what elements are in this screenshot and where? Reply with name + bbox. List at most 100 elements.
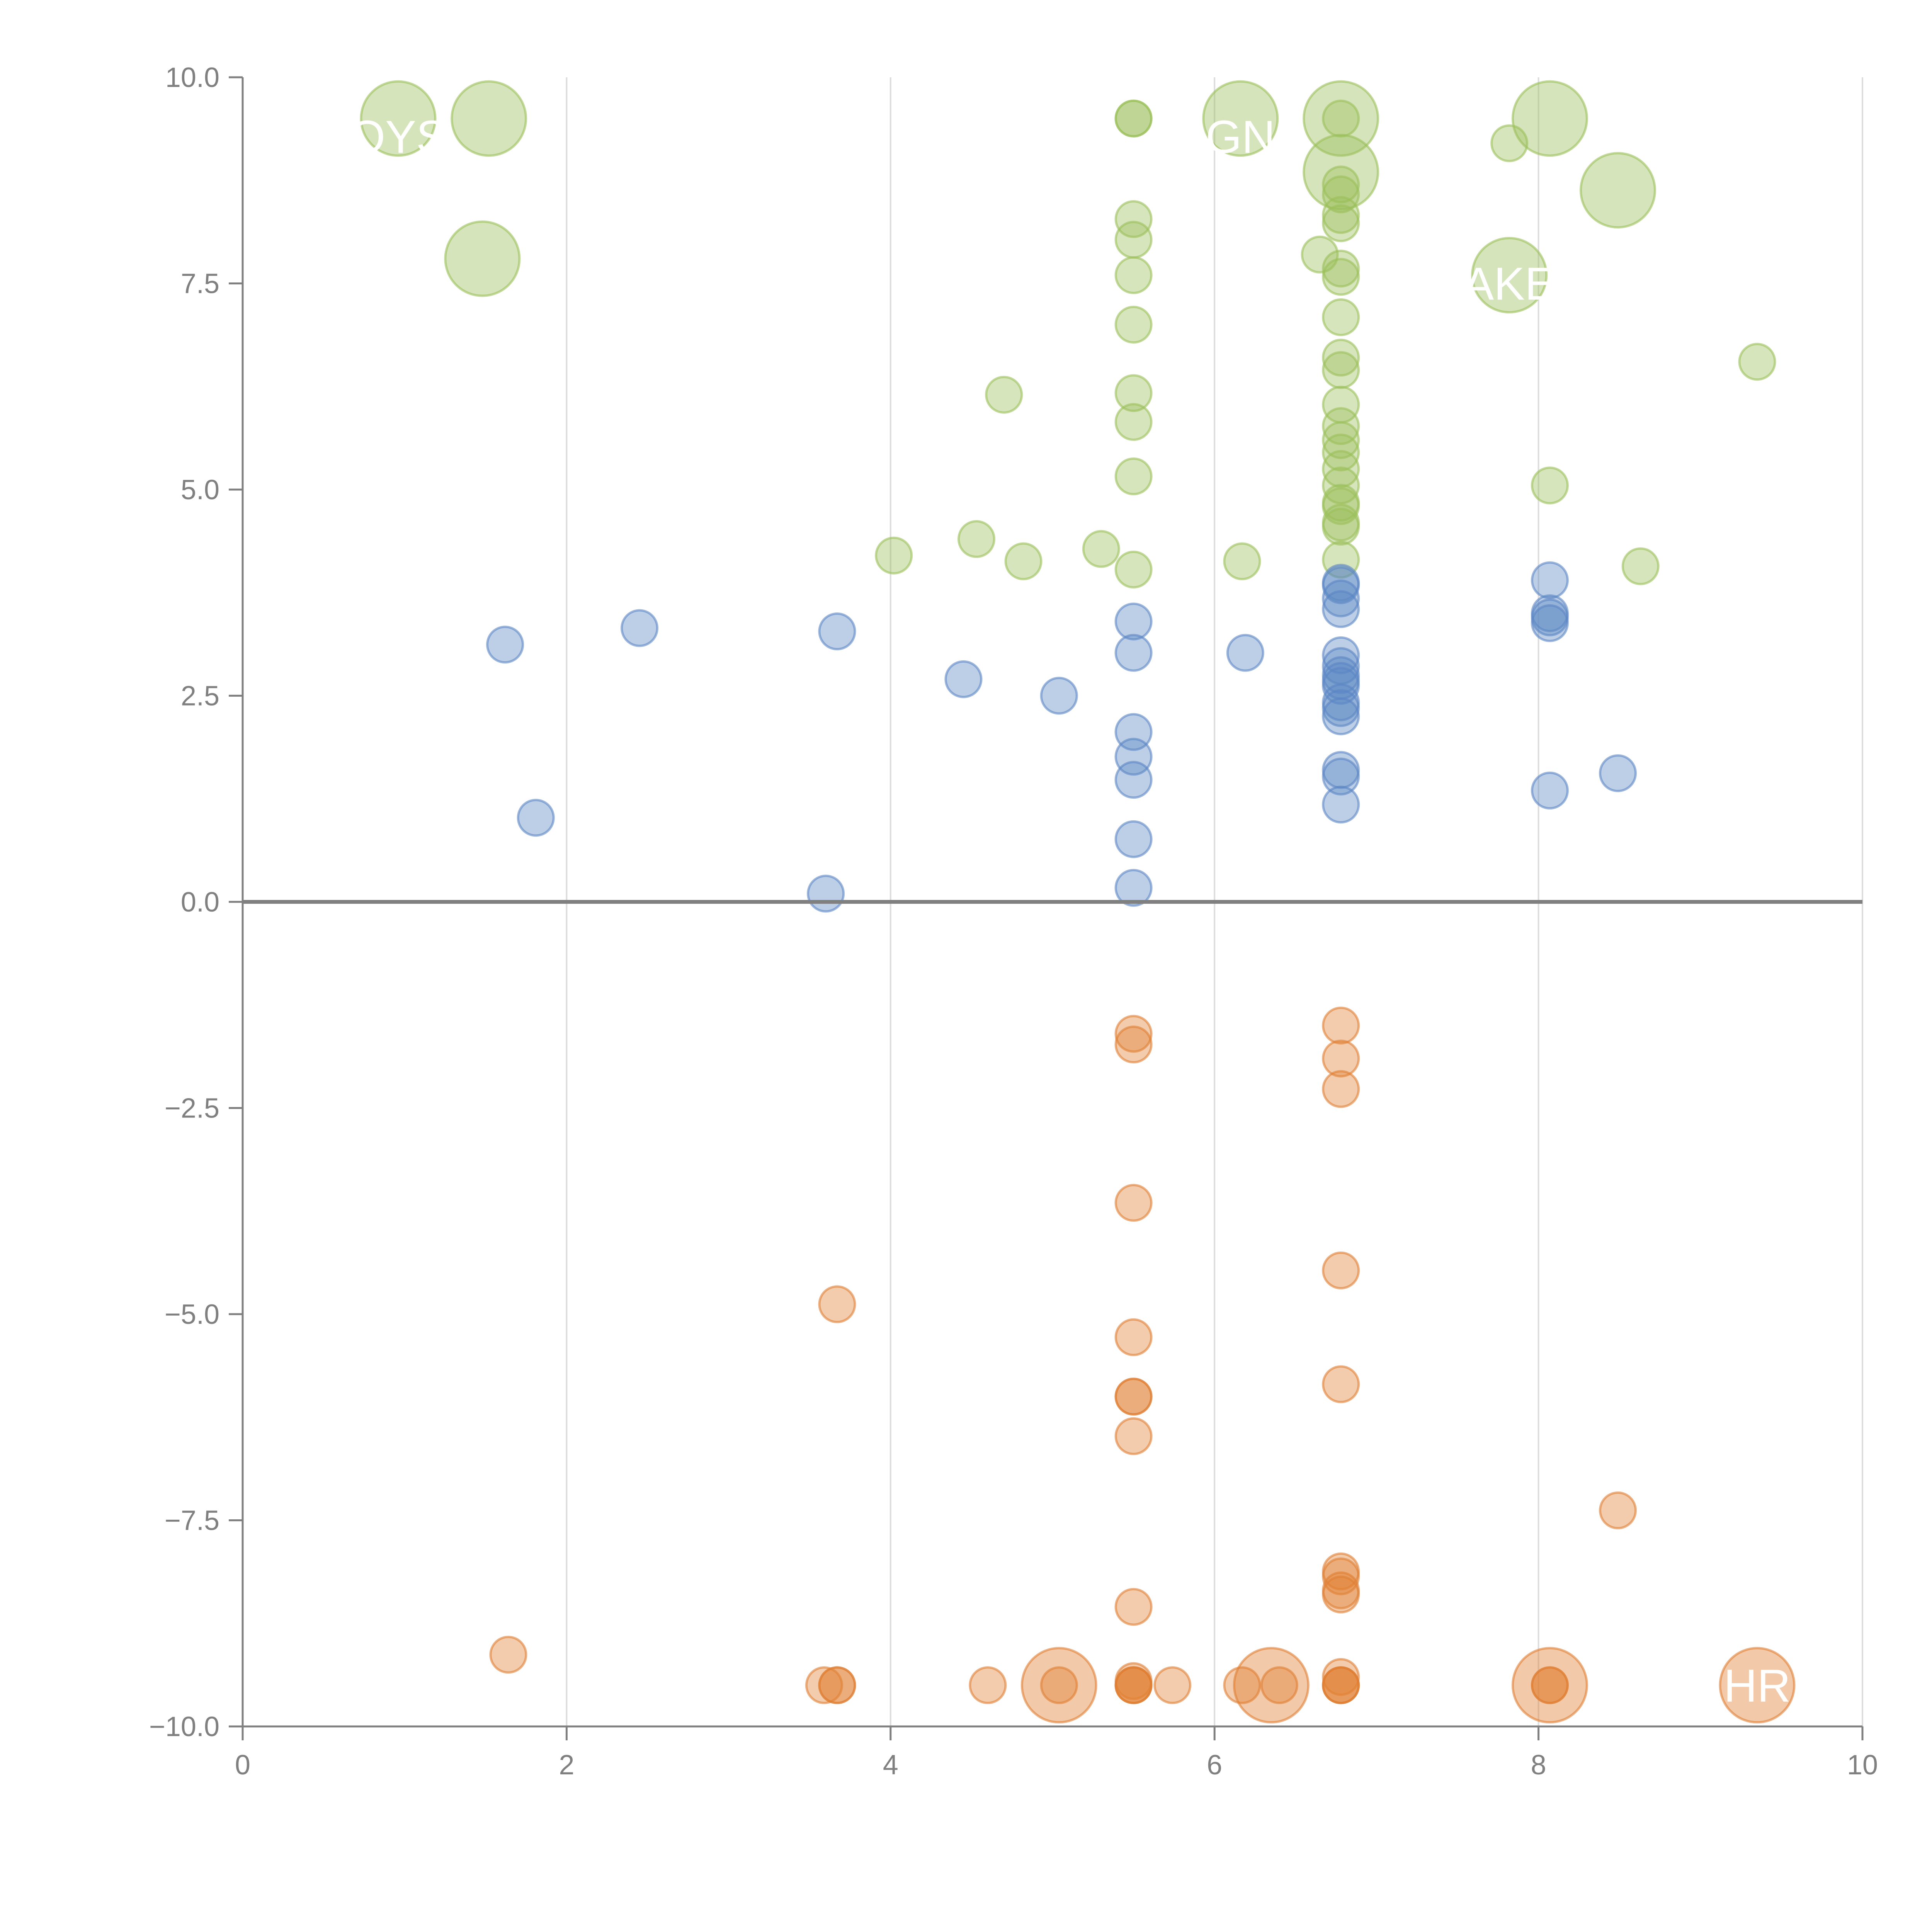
green-data-point (1322, 298, 1360, 336)
blue-data-point (1322, 786, 1360, 824)
orange-data-point (1719, 1647, 1796, 1724)
green-data-point (444, 220, 521, 297)
orange-data-point (1322, 1365, 1360, 1403)
orange-data-point (1531, 1666, 1569, 1704)
orange-data-point (1020, 1647, 1097, 1724)
blue-data-point (807, 874, 845, 913)
blue-data-point (1322, 697, 1360, 735)
orange-data-point (1153, 1666, 1192, 1704)
blue-data-point (621, 609, 659, 647)
green-data-point (1114, 256, 1153, 294)
orange-data-point (1599, 1491, 1637, 1529)
green-data-point (1114, 457, 1153, 495)
green-data-point (1490, 124, 1529, 162)
green-data-point (1301, 235, 1339, 274)
orange-data-point (1114, 1666, 1153, 1704)
orange-data-point (818, 1285, 856, 1323)
green-data-point (1223, 542, 1261, 580)
y-tick-label: 10.0 (165, 62, 219, 93)
green-data-point (1114, 374, 1153, 412)
x-tick-label: 4 (883, 1750, 898, 1781)
green-data-point (1322, 165, 1360, 204)
green-data-point (1322, 487, 1360, 525)
green-data-point (451, 80, 527, 157)
data-points (360, 80, 1796, 1724)
y-tick-label: −2.5 (165, 1093, 219, 1124)
blue-data-point (1531, 771, 1569, 810)
orange-data-point (1233, 1647, 1310, 1724)
y-tick-label: 7.5 (181, 269, 219, 299)
x-tick-label: 8 (1531, 1750, 1546, 1781)
y-tick-label: −10.0 (149, 1711, 219, 1742)
green-data-point (1621, 547, 1660, 585)
green-data-point (1114, 403, 1153, 441)
orange-data-point (1322, 1070, 1360, 1108)
orange-data-point (1260, 1666, 1298, 1704)
x-tick-label: 2 (559, 1750, 574, 1781)
green-data-point (1322, 99, 1360, 138)
orange-data-point (818, 1666, 856, 1704)
blue-data-point (1114, 602, 1153, 641)
orange-data-point (969, 1666, 1007, 1704)
point-label: OYS (349, 111, 447, 163)
orange-data-point (1322, 1666, 1360, 1704)
orange-data-point (1223, 1666, 1261, 1704)
green-data-point (1322, 508, 1360, 546)
orange-data-point (1322, 1251, 1360, 1289)
blue-data-point (1114, 634, 1153, 672)
blue-data-point (1114, 761, 1153, 799)
y-tick-label: 5.0 (181, 474, 219, 505)
blue-data-point (1531, 604, 1569, 642)
green-data-point (1322, 338, 1360, 377)
green-data-point (1322, 351, 1360, 389)
green-data-point (1004, 542, 1043, 580)
green-data-point (360, 80, 437, 157)
orange-data-point (1114, 1184, 1153, 1222)
green-data-point (1114, 550, 1153, 588)
green-data-point (1303, 80, 1379, 157)
green-data-point (1322, 204, 1360, 242)
green-data-point (1738, 343, 1776, 381)
green-data-point (985, 376, 1023, 414)
x-tick-label: 6 (1207, 1750, 1222, 1781)
orange-data-point (1114, 1318, 1153, 1356)
y-tick-label: 2.5 (181, 681, 219, 712)
blue-data-point (1226, 634, 1264, 672)
blue-data-point (1322, 667, 1360, 705)
orange-data-point (1114, 1015, 1153, 1053)
green-data-point (1114, 99, 1153, 138)
point-label: HR (1724, 1660, 1791, 1711)
green-data-point (1580, 152, 1656, 229)
blue-data-point (1114, 869, 1153, 907)
y-tick-label: −7.5 (165, 1505, 219, 1536)
blue-data-point (1322, 590, 1360, 628)
blue-data-point (1322, 689, 1360, 727)
y-tick-label: 0.0 (181, 887, 219, 918)
orange-data-point (805, 1666, 843, 1704)
green-data-point (875, 536, 913, 575)
x-tick-label: 10 (1847, 1750, 1878, 1781)
blue-data-point (944, 660, 983, 698)
green-data-point (1471, 237, 1548, 314)
green-data-point (1322, 250, 1360, 288)
orange-data-point (1114, 1588, 1153, 1626)
orange-data-point (1511, 1647, 1588, 1724)
blue-data-point (1322, 579, 1360, 617)
blue-data-point (1114, 820, 1153, 858)
point-label: AKE (1463, 258, 1556, 310)
orange-data-point (1040, 1666, 1078, 1704)
point-label: GN (1206, 111, 1275, 163)
axes: −10.0 −7.5 −5.0 −2.5 0.0 2.5 5.0 7.5 10.0 0 2 4 6 8 10 (149, 62, 1878, 1781)
green-data-point (1114, 221, 1153, 259)
green-data-point (1202, 80, 1279, 157)
orange-data-point (489, 1636, 527, 1674)
y-tick-label: −5.0 (165, 1299, 219, 1330)
orange-data-point (1114, 1417, 1153, 1455)
green-data-point (1322, 407, 1360, 445)
blue-data-point (1322, 757, 1360, 796)
green-data-point (1082, 530, 1120, 568)
orange-data-point (1114, 1378, 1153, 1416)
green-data-point (1322, 450, 1360, 488)
x-tick-label: 0 (235, 1750, 250, 1781)
